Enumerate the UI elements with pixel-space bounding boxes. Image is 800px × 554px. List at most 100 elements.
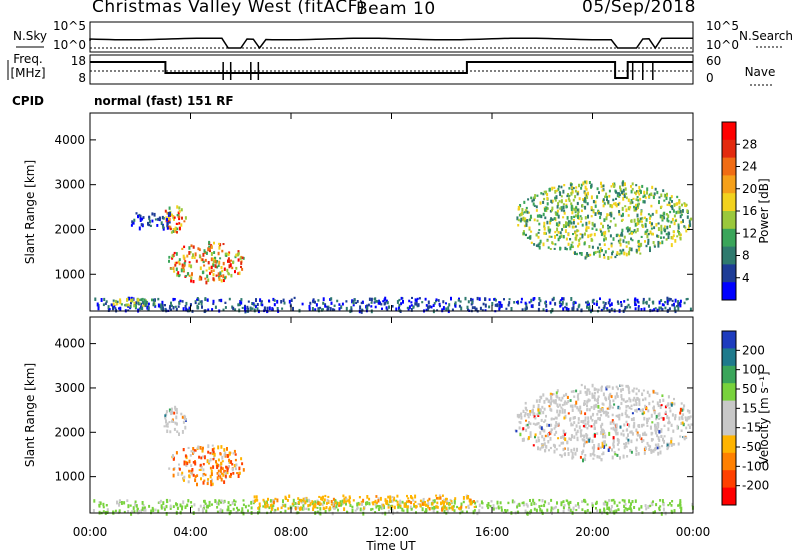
power-cell-4 — [666, 194, 668, 197]
power-cell-4 — [618, 252, 621, 256]
velocity-cell-4 — [642, 398, 644, 402]
velocity-cell-4 — [635, 428, 638, 433]
velocity-cell-4 — [628, 406, 631, 410]
power-cell-1 — [183, 262, 186, 266]
velocity-cell-3 — [338, 502, 341, 505]
power-cell-4 — [522, 232, 525, 235]
power-swatch-9 — [722, 282, 736, 301]
velocity-cell-0 — [166, 422, 169, 426]
velocity-cell-4 — [616, 443, 619, 446]
power-cell-2 — [249, 306, 252, 311]
power-cell-2 — [656, 308, 659, 313]
velocity-cell-4 — [591, 418, 594, 422]
power-cell-3 — [131, 298, 134, 301]
velocity-cell-4 — [685, 436, 688, 440]
power-cell-4 — [686, 215, 689, 219]
velocity-cell-4 — [644, 404, 647, 409]
power-cell-2 — [586, 305, 588, 309]
velocity-cell-4 — [626, 399, 629, 403]
velocity-cell-4 — [621, 387, 624, 391]
velocity-xlabel-2: 08:00 — [274, 525, 309, 539]
velocity-cell-1 — [193, 449, 196, 452]
velocity-cell-4 — [632, 417, 635, 421]
power-cell-4 — [516, 216, 519, 221]
velocity-cell-2 — [374, 511, 377, 514]
velocity-cell-4 — [564, 433, 566, 436]
power-cell-4 — [667, 214, 670, 218]
velocity-cell-2 — [630, 509, 633, 513]
power-cell-4 — [652, 232, 654, 236]
velocity-cell-3 — [358, 496, 361, 499]
power-cell-4 — [636, 190, 639, 193]
power-cell-2 — [379, 301, 382, 305]
power-cell-2 — [211, 308, 214, 311]
velocity-cell-2 — [319, 511, 322, 516]
power-cell-4 — [619, 242, 622, 247]
velocity-cell-3 — [393, 505, 396, 510]
velocity-cell-1 — [202, 481, 205, 485]
velocity-cell-4 — [674, 414, 677, 418]
velocity-cell-4 — [595, 419, 598, 424]
velocity-cell-4 — [628, 397, 631, 401]
power-cell-2 — [336, 299, 339, 303]
velocity-cell-1 — [236, 472, 239, 475]
velocity-cell-0 — [165, 410, 168, 414]
power-cell-2 — [108, 308, 111, 311]
velocity-cell-4 — [593, 397, 596, 402]
power-cell-2 — [430, 305, 433, 309]
velocity-cell-1 — [219, 453, 222, 456]
power-cell-2 — [525, 306, 528, 310]
velocity-cell-4 — [569, 404, 572, 408]
power-cell-4 — [567, 197, 570, 201]
power-cell-4 — [580, 217, 583, 221]
velocity-cell-2 — [223, 499, 226, 503]
velocity-cell-4 — [646, 417, 649, 422]
velocity-cell-1 — [216, 476, 219, 481]
velocity-cb-label-1: 100 — [742, 363, 765, 377]
power-cell-2 — [370, 301, 373, 304]
power-cell-2 — [140, 302, 143, 306]
power-cell-4 — [621, 183, 624, 187]
power-cell-4 — [572, 233, 574, 236]
velocity-cell-4 — [573, 421, 576, 425]
velocity-cell-2 — [652, 500, 654, 503]
velocity-cell-2 — [453, 499, 456, 503]
power-cell-4 — [601, 249, 603, 252]
power-cell-2 — [188, 306, 191, 310]
power-cell-4 — [535, 209, 538, 212]
power-cell-2 — [327, 305, 330, 309]
power-cell-4 — [547, 226, 550, 230]
velocity-cb-label-7: -200 — [742, 479, 769, 493]
velocity-cell-4 — [591, 446, 594, 450]
velocity-cell-1 — [242, 468, 245, 472]
power-cell-4 — [627, 214, 630, 217]
power-cell-4 — [573, 207, 576, 211]
power-cell-4 — [560, 206, 563, 209]
velocity-cell-4 — [582, 439, 585, 442]
velocity-cell-4 — [554, 399, 557, 404]
velocity-cell-4 — [648, 417, 651, 420]
velocity-cell-2 — [473, 509, 476, 512]
power-cell-4 — [572, 226, 575, 229]
power-cell-1 — [235, 253, 238, 257]
velocity-cell-1 — [223, 453, 226, 457]
power-cell-0 — [180, 223, 183, 227]
velocity-cell-1 — [221, 467, 224, 471]
power-cell-2 — [135, 301, 138, 305]
power-cell-2 — [380, 303, 383, 306]
power-cell-2 — [499, 301, 502, 306]
power-cell-2 — [572, 301, 575, 305]
power-cell-2 — [471, 300, 474, 305]
velocity-cell-4 — [588, 438, 591, 443]
power-cell-0 — [178, 206, 181, 210]
power-cell-1 — [219, 257, 222, 260]
power-cell-4 — [565, 237, 568, 241]
velocity-cell-2 — [554, 505, 557, 509]
power-cell-4 — [623, 193, 626, 197]
velocity-cell-4 — [596, 390, 599, 394]
velocity-cell-2 — [292, 503, 295, 507]
velocity-cell-4 — [588, 437, 591, 440]
velocity-cell-4 — [586, 421, 589, 425]
velocity-cell-4 — [529, 434, 532, 438]
power-cell-0 — [176, 231, 178, 234]
